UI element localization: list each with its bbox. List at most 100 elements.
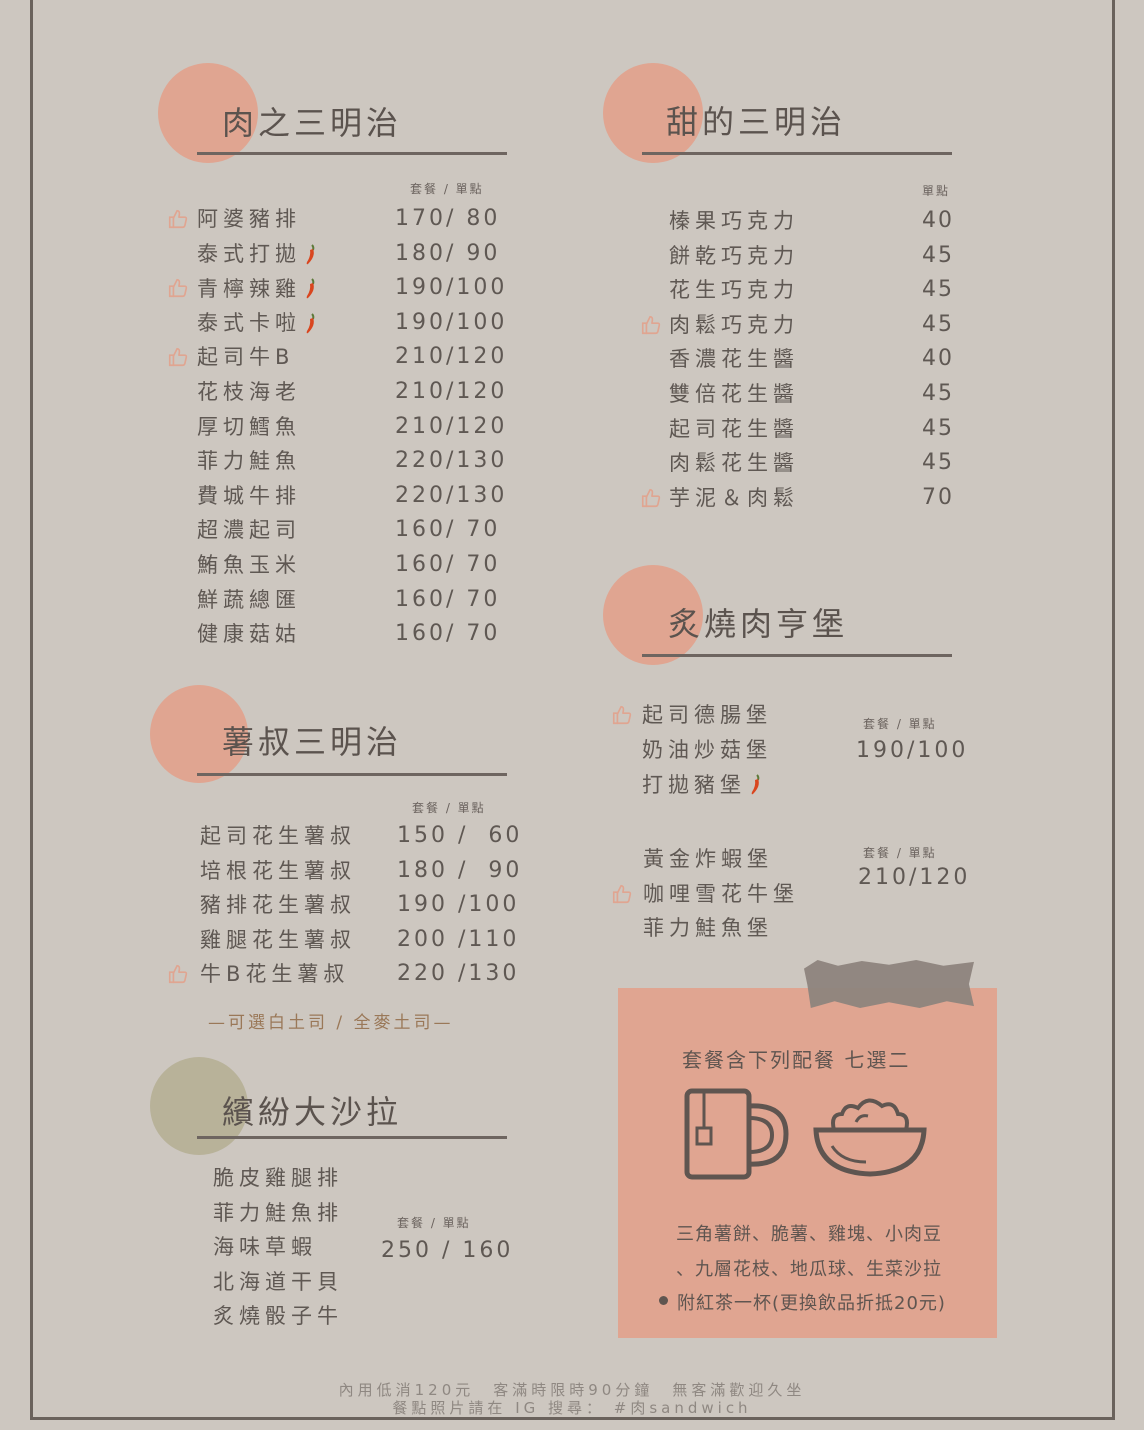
combo-sides-line2: 、九層花枝、地瓜球、生菜沙拉	[676, 1259, 942, 1280]
thumbs-up-icon	[167, 346, 189, 368]
menu-item-name: 青檸辣雞	[197, 278, 317, 300]
menu-item-name: 咖哩雪花牛堡	[643, 881, 799, 906]
menu-item-name: 海味草蝦	[213, 1235, 317, 1260]
tape-decoration	[804, 960, 974, 1008]
title-rule-salad	[197, 1136, 507, 1139]
menu-item-name: 香濃花生醬	[669, 347, 799, 372]
menu-item-price: 210/120	[395, 344, 508, 370]
thumbs-up-icon	[167, 277, 189, 299]
thumbs-up-icon	[167, 208, 189, 230]
chili-pepper-icon	[303, 313, 317, 335]
menu-item-price: 180 / 90	[397, 857, 523, 883]
menu-item-name: 起司花生薯叔	[200, 824, 356, 848]
menu-item-name: 花枝海老	[197, 380, 301, 404]
menu-item-price: 45	[922, 381, 954, 406]
menu-item-price: 170/ 80	[395, 206, 501, 231]
menu-item-price: 45	[922, 311, 954, 337]
footer-line2: 餐點照片請在 IG 搜尋： #肉sandwich	[392, 1399, 752, 1417]
menu-item-price: 220/130	[395, 448, 508, 474]
title-rule-meat	[197, 152, 507, 155]
menu-frame	[30, 0, 1115, 1420]
title-rule-sweet	[642, 152, 952, 155]
title-circle-burger	[603, 565, 703, 665]
section-title-sweet: 甜的三明治	[666, 103, 847, 141]
menu-item-name: 費城牛排	[197, 483, 301, 508]
title-circle-meat	[158, 63, 258, 163]
section-title-burger: 炙燒肉亨堡	[668, 605, 849, 643]
rice-bowl-icon	[813, 1098, 927, 1177]
col-head-burger-2: 套餐 / 單點	[863, 846, 937, 860]
menu-item-name: 豬排花生薯叔	[200, 893, 356, 918]
thumbs-up-icon	[640, 314, 662, 336]
menu-item-name: 肉鬆花生醬	[669, 451, 799, 476]
section-title-potato: 薯叔三明治	[222, 723, 403, 761]
menu-item-name: 北海道干貝	[213, 1269, 343, 1294]
menu-item-name: 餅乾巧克力	[669, 243, 799, 268]
menu-item-price: 40	[922, 208, 954, 233]
combo-sides-line1: 三角薯餅、脆薯、雞塊、小肉豆	[676, 1224, 942, 1245]
title-rule-potato	[197, 773, 507, 776]
menu-item-name: 健康菇姑	[197, 622, 301, 647]
col-head-sweet: 單點	[922, 184, 951, 198]
menu-item-price: 160/ 70	[395, 586, 501, 612]
menu-item-name: 黃金炸蝦堡	[643, 847, 773, 871]
bullet-dot-icon	[659, 1296, 668, 1305]
combo-title: 套餐含下列配餐 七選二	[682, 1048, 911, 1072]
salad-price: 250 / 160	[381, 1238, 514, 1263]
bread-option-note: —可選白土司 / 全麥土司—	[208, 1013, 454, 1033]
menu-item-name: 起司牛B	[197, 345, 295, 370]
menu-item-name: 芋泥＆肉鬆	[669, 485, 799, 510]
menu-item-name: 菲力鮭魚	[197, 449, 301, 474]
menu-item-name: 厚切鱈魚	[197, 414, 301, 439]
menu-item-name: 泰式卡啦	[197, 313, 317, 335]
thumbs-up-icon	[167, 963, 189, 985]
menu-item-name: 超濃起司	[197, 518, 301, 543]
menu-item-price: 160/ 70	[395, 517, 501, 543]
menu-item-name: 榛果巧克力	[669, 209, 799, 233]
footer-line1: 內用低消120元 客滿時限時90分鐘 無客滿歡迎久坐	[338, 1381, 806, 1399]
menu-item-price: 210/120	[395, 379, 508, 404]
menu-item-price: 180/ 90	[395, 240, 501, 266]
menu-item-price: 160/ 70	[395, 552, 501, 577]
tea-cup-icon	[684, 1088, 789, 1180]
title-circle-sweet	[603, 63, 703, 163]
menu-item-price: 220 /130	[397, 961, 520, 987]
menu-item-price: 45	[922, 277, 954, 303]
menu-item-price: 220/130	[395, 482, 508, 508]
menu-item-price: 160/ 70	[395, 621, 501, 647]
title-rule-burger	[642, 654, 952, 657]
burger-price-1: 190/100	[856, 738, 969, 763]
menu-item-price: 210/120	[395, 413, 508, 439]
col-head-potato: 套餐 / 單點	[412, 801, 486, 815]
menu-item-price: 190/100	[395, 309, 508, 335]
menu-item-price: 45	[922, 242, 954, 268]
menu-item-name: 培根花生薯叔	[200, 858, 356, 883]
chili-pepper-icon	[748, 774, 762, 796]
menu-item-price: 190 /100	[397, 892, 520, 918]
combo-box	[618, 988, 997, 1338]
col-head-meat: 套餐 / 單點	[410, 182, 484, 196]
menu-item-name: 鮪魚玉米	[197, 553, 301, 577]
menu-item-name: 打拋豬堡	[642, 774, 762, 796]
menu-item-price: 40	[922, 346, 954, 372]
combo-drink-note: 附紅茶一杯(更換飲品折抵20元)	[677, 1293, 946, 1314]
menu-item-name: 牛B花生薯叔	[200, 962, 350, 987]
col-head-salad: 套餐 / 單點	[397, 1216, 471, 1230]
menu-item-price: 190/100	[395, 275, 508, 301]
menu-item-name: 阿婆豬排	[197, 207, 301, 231]
chili-pepper-icon	[303, 243, 317, 266]
menu-item-name: 起司德腸堡	[642, 703, 772, 727]
title-circle-potato	[150, 685, 248, 783]
section-title-meat: 肉之三明治	[222, 104, 403, 142]
menu-item-price: 150 / 60	[397, 823, 523, 848]
col-head-burger-1: 套餐 / 單點	[863, 717, 937, 731]
thumbs-up-icon	[611, 883, 633, 905]
menu-item-name: 雙倍花生醬	[669, 382, 799, 406]
menu-item-name: 菲力鮭魚堡	[643, 916, 773, 941]
menu-item-price: 45	[922, 450, 954, 476]
menu-item-name: 菲力鮭魚排	[213, 1200, 343, 1225]
menu-item-name: 炙燒骰子牛	[213, 1304, 343, 1329]
menu-item-price: 45	[922, 415, 954, 441]
menu-item-name: 脆皮雞腿排	[213, 1166, 343, 1190]
burger-price-2: 210/120	[858, 865, 971, 890]
